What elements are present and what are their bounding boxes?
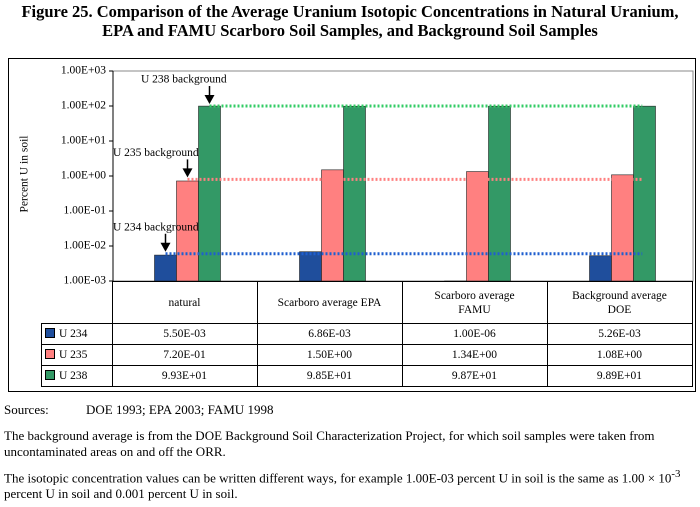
data-table: natural Scarboro average EPA Scarboro aver… bbox=[41, 281, 693, 387]
category-row: natural Scarboro average EPA Scarboro aver… bbox=[41, 281, 693, 324]
category-cell: Background average DOE bbox=[546, 281, 693, 324]
category-cell: Scarboro average EPA bbox=[256, 281, 403, 324]
y-tick-label: 1.00E+00 bbox=[61, 170, 106, 182]
value-cell: 9.89E+01 bbox=[546, 365, 693, 387]
note-sup: -3 bbox=[671, 468, 681, 480]
y-tick-label: 1.00E+03 bbox=[61, 65, 106, 77]
x-tick-label: Scarboro average EPA bbox=[277, 296, 382, 309]
value-row: U 238 9.93E+01 9.85E+01 9.87E+01 9.89E+01 bbox=[41, 365, 693, 387]
sources-text: DOE 1993; EPA 2003; FAMU 1998 bbox=[86, 402, 274, 417]
annotation: U 235 background bbox=[113, 147, 199, 159]
chart-title: Figure 25. Comparison of the Average Ura… bbox=[21, 2, 679, 40]
value-cell: 1.34E+00 bbox=[401, 344, 548, 366]
value-row: U 234 5.50E-03 6.86E-03 1.00E-06 5.26E-03 bbox=[41, 323, 693, 345]
note: The background average is from the DOE B… bbox=[4, 428, 655, 459]
value-row: U 235 7.20E-01 1.50E+00 1.34E+00 1.08E+00 bbox=[41, 344, 693, 366]
annotation: U 238 background bbox=[141, 74, 227, 86]
x-tick-label: natural bbox=[168, 296, 201, 309]
bar bbox=[299, 251, 322, 281]
x-tick-label: Scarboro average FAMU bbox=[434, 289, 515, 316]
value-cell: 9.85E+01 bbox=[256, 365, 403, 387]
value-cell: 5.50E-03 bbox=[111, 323, 258, 345]
y-tick-label: 1.00E-01 bbox=[64, 205, 107, 217]
chart-box: Percent U in soil 1.00E-03 1.00E-02 1.00E-… bbox=[8, 58, 696, 392]
bar bbox=[154, 254, 177, 281]
value-cell: 1.50E+00 bbox=[256, 344, 403, 366]
legend-cell: U 234 bbox=[41, 323, 113, 345]
bar bbox=[488, 105, 511, 281]
y-tick-label: 1.00E-02 bbox=[64, 240, 107, 252]
category-cell: Scarboro average FAMU bbox=[401, 281, 548, 324]
legend-label: U 234 bbox=[59, 328, 88, 340]
legend-label: U 235 bbox=[59, 349, 88, 361]
annotation: U 234 background bbox=[113, 221, 199, 233]
corner-cell bbox=[41, 281, 113, 324]
value-cell: 5.26E-03 bbox=[546, 323, 693, 345]
notes: The background average is from the DOE B… bbox=[4, 428, 696, 502]
legend-cell: U 235 bbox=[41, 344, 113, 366]
legend-swatch bbox=[45, 349, 55, 359]
category-cell: natural bbox=[111, 281, 258, 324]
bar bbox=[633, 105, 656, 281]
value-cell: 9.87E+01 bbox=[401, 365, 548, 387]
value-cell: 6.86E-03 bbox=[256, 323, 403, 345]
arrow-head bbox=[182, 168, 193, 178]
value-cell: 1.08E+00 bbox=[546, 344, 693, 366]
sources: Sources: DOE 1993; EPA 2003; FAMU 1998 bbox=[4, 402, 273, 418]
arrow-head bbox=[160, 242, 171, 252]
value-cell: 7.20E-01 bbox=[111, 344, 258, 366]
legend-cell: U 238 bbox=[41, 365, 113, 387]
value-cell: 9.93E+01 bbox=[111, 365, 258, 387]
y-axis-label: Percent U in soil bbox=[19, 136, 31, 213]
y-tick-label: 1.00E+01 bbox=[61, 135, 106, 147]
y-tick-label: 1.00E+02 bbox=[61, 100, 106, 112]
bar bbox=[611, 174, 634, 281]
legend-swatch bbox=[45, 328, 55, 338]
legend-label: U 238 bbox=[59, 370, 88, 382]
value-cell: 1.00E-06 bbox=[401, 323, 548, 345]
bar bbox=[589, 255, 612, 281]
legend-swatch bbox=[45, 370, 55, 380]
note-text: percent U in soil and 0.001 percent U in… bbox=[4, 486, 238, 502]
sources-label: Sources: bbox=[4, 402, 49, 417]
arrow-head bbox=[204, 95, 215, 104]
bar bbox=[466, 171, 489, 281]
note: The isotopic concentration values can be… bbox=[4, 466, 696, 502]
bar bbox=[321, 169, 344, 281]
x-tick-label: Background average DOE bbox=[572, 289, 667, 316]
note-text: The isotopic concentration values can be… bbox=[4, 470, 672, 486]
